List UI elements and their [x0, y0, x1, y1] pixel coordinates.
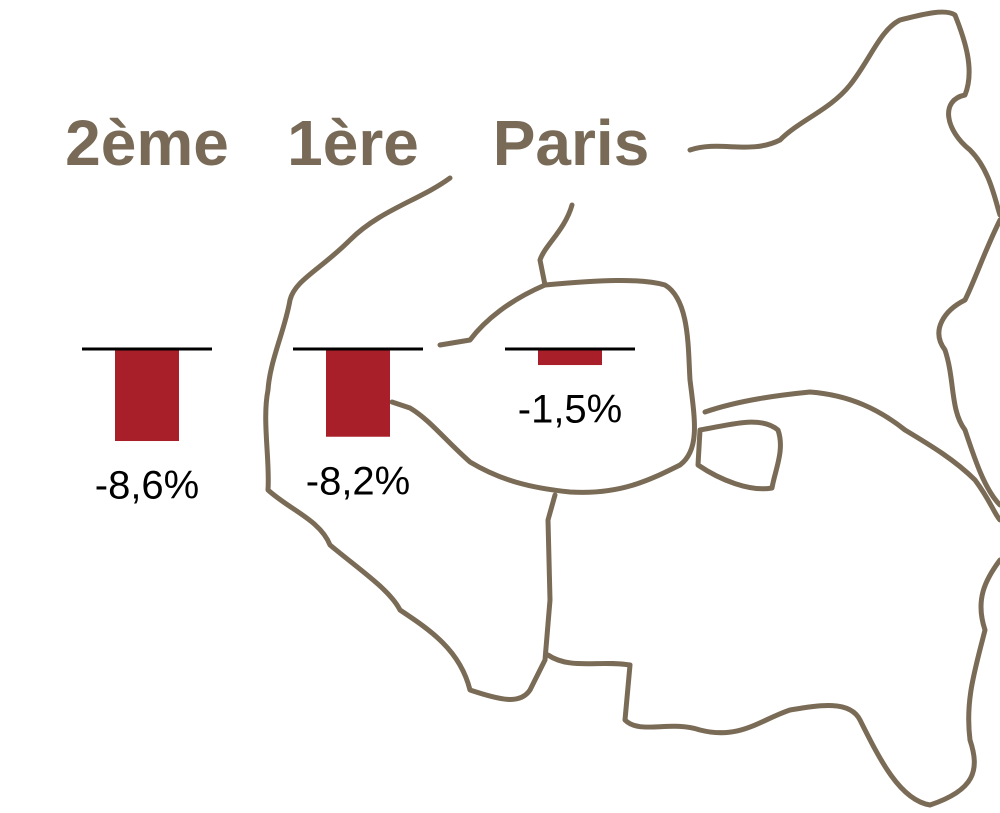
value-label: -8,6%	[95, 464, 200, 508]
value-label: -1,5%	[518, 388, 623, 432]
category-label: 1ère	[287, 107, 419, 179]
category-label: Paris	[493, 107, 650, 179]
map-outline	[263, 9, 1000, 808]
value-label: -8,2%	[306, 459, 411, 503]
bar	[115, 349, 179, 442]
bar	[326, 349, 390, 437]
bar	[538, 349, 602, 366]
category-label: 2ème	[65, 107, 229, 179]
